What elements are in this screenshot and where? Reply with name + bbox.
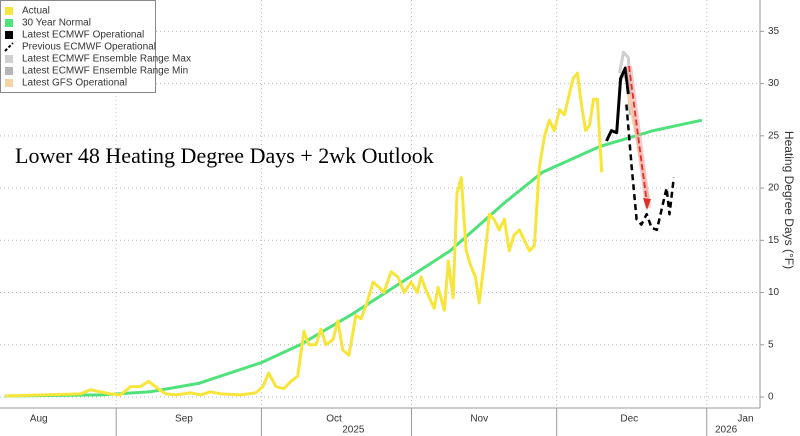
x-tick-label: Nov [470, 414, 488, 425]
legend-swatch [5, 55, 13, 63]
legend-swatch [5, 31, 13, 39]
series-line [605, 66, 630, 142]
legend-swatch [5, 79, 13, 87]
legend-swatch [5, 7, 13, 15]
y-axis-label: Heating Degree Days (°F) [782, 131, 796, 269]
y-tick-label: 15 [768, 235, 780, 246]
y-tick-label: 0 [768, 392, 774, 403]
legend-label: Latest ECMWF Ensemble Range Min [22, 66, 188, 77]
annotation-arrowhead [643, 198, 651, 210]
legend-swatch [5, 19, 13, 27]
x-tick-label: Jan [737, 414, 753, 425]
chart-title: Lower 48 Heating Degree Days + 2wk Outlo… [15, 143, 434, 168]
series-line [625, 104, 676, 232]
y-tick-label: 30 [768, 78, 780, 89]
y-tick-label: 20 [768, 183, 780, 194]
legend-label: 30 Year Normal [22, 18, 91, 29]
legend-box [0, 0, 156, 93]
x-tick-label: Aug [30, 414, 48, 425]
legend-label: Latest GFS Operational [22, 78, 127, 89]
legend-label: Actual [22, 6, 50, 17]
legend-label: Previous ECMWF Operational [22, 42, 156, 53]
y-tick-label: 5 [768, 339, 774, 350]
y-tick-label: 10 [768, 287, 780, 298]
series-line [5, 71, 604, 398]
legend-label: Latest ECMWF Operational [22, 30, 144, 41]
year-label: 2025 [342, 425, 365, 436]
legend-swatch [5, 67, 13, 75]
x-tick-label: Sep [175, 414, 193, 425]
y-tick-label: 25 [768, 130, 780, 141]
legend-label: Latest ECMWF Ensemble Range Max [22, 54, 191, 65]
x-tick-label: Oct [326, 414, 342, 425]
legend-swatch [4, 42, 14, 52]
y-tick-label: 35 [768, 26, 780, 37]
x-tick-label: Dec [620, 414, 638, 425]
annotation-arrow [628, 65, 648, 205]
year-label: 2026 [715, 425, 738, 436]
